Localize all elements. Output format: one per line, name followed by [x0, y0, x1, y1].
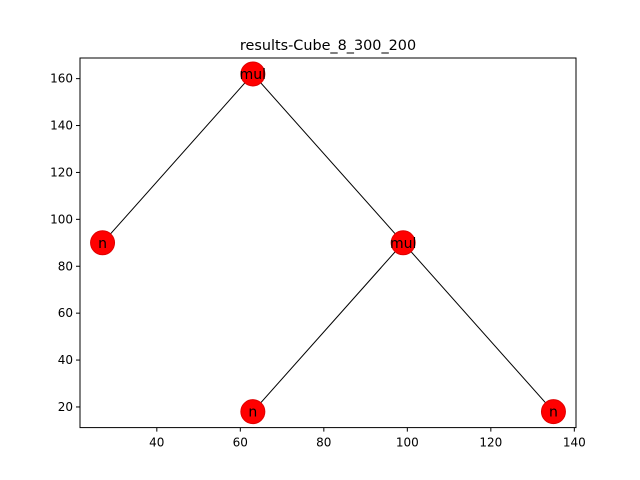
y-tick-label: 80 [58, 259, 73, 273]
edge-root-left-leaf [102, 73, 254, 244]
y-tick-label: 100 [50, 212, 73, 226]
node-label: n [248, 405, 257, 421]
y-axis: 20 40 60 80 100 120 140 160 [50, 72, 80, 414]
node-inner: mul [390, 230, 416, 256]
y-tick-label: 20 [58, 400, 73, 414]
x-tick-label: 100 [396, 436, 419, 450]
x-tick-label: 120 [479, 436, 502, 450]
node-inner-right-leaf: n [540, 399, 566, 425]
node-inner-left-leaf: n [240, 399, 266, 425]
y-tick-label: 40 [58, 353, 73, 367]
edge-root-inner [252, 73, 404, 244]
node-marker [90, 230, 116, 256]
node-left-leaf: n [90, 230, 116, 256]
x-axis: 40 60 80 100 120 140 [149, 427, 586, 450]
x-tick-label: 40 [149, 436, 164, 450]
node-label: n [549, 405, 558, 421]
node-marker [540, 399, 566, 425]
node-label: n [98, 236, 107, 252]
x-tick-label: 80 [316, 436, 331, 450]
x-tick-label: 60 [233, 436, 248, 450]
node-marker [240, 399, 266, 425]
x-tick-label: 140 [563, 436, 586, 450]
nodes-layer: mul n mul n n [90, 61, 566, 425]
plot-title: results-Cube_8_300_200 [240, 38, 416, 54]
edge-inner-inner-left-leaf [252, 242, 404, 412]
y-tick-label: 140 [50, 119, 73, 133]
edge-inner-inner-right-leaf [402, 242, 554, 412]
node-root: mul [240, 61, 266, 87]
node-marker [390, 230, 416, 256]
node-marker [240, 61, 266, 87]
y-tick-label: 160 [50, 72, 73, 86]
axes-frame [79, 57, 577, 429]
edges-layer [102, 73, 554, 412]
node-label: mul [390, 236, 416, 252]
y-tick-label: 60 [58, 306, 73, 320]
y-tick-label: 120 [50, 165, 73, 179]
node-label: mul [240, 67, 266, 83]
